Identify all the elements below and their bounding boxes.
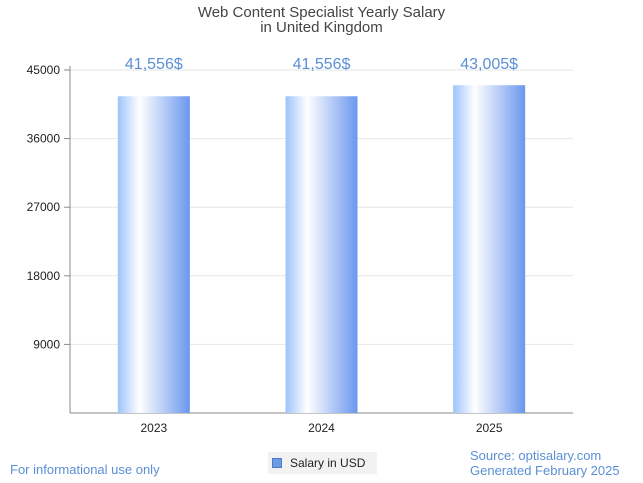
- y-tick-label: 9000: [33, 337, 60, 351]
- disclaimer-note: For informational use only: [10, 462, 160, 477]
- bar-2023: [117, 96, 190, 414]
- y-tick-label: 27000: [27, 200, 61, 214]
- data-label: 41,556$: [125, 56, 183, 73]
- y-tick-label: 36000: [27, 132, 61, 146]
- legend: Salary in USD: [268, 452, 378, 474]
- source-text: Source: optisalary.com: [470, 448, 602, 463]
- y-tick-label: 18000: [27, 269, 61, 283]
- y-tick-label: 45000: [27, 63, 61, 77]
- chart-title: Web Content Specialist Yearly Salary: [197, 4, 446, 21]
- data-label: 43,005$: [460, 56, 518, 73]
- data-label: 41,556$: [293, 56, 351, 73]
- x-tick-label: 2024: [308, 421, 335, 435]
- bar-2025: [453, 85, 526, 414]
- x-tick-label: 2023: [140, 421, 167, 435]
- bar-2024: [285, 96, 358, 414]
- chart-subtitle: in United Kingdom: [260, 19, 383, 36]
- legend-label: Salary in USD: [290, 456, 366, 470]
- legend-swatch: [272, 458, 282, 468]
- x-tick-label: 2025: [476, 421, 503, 435]
- generated-text: Generated February 2025: [470, 463, 620, 478]
